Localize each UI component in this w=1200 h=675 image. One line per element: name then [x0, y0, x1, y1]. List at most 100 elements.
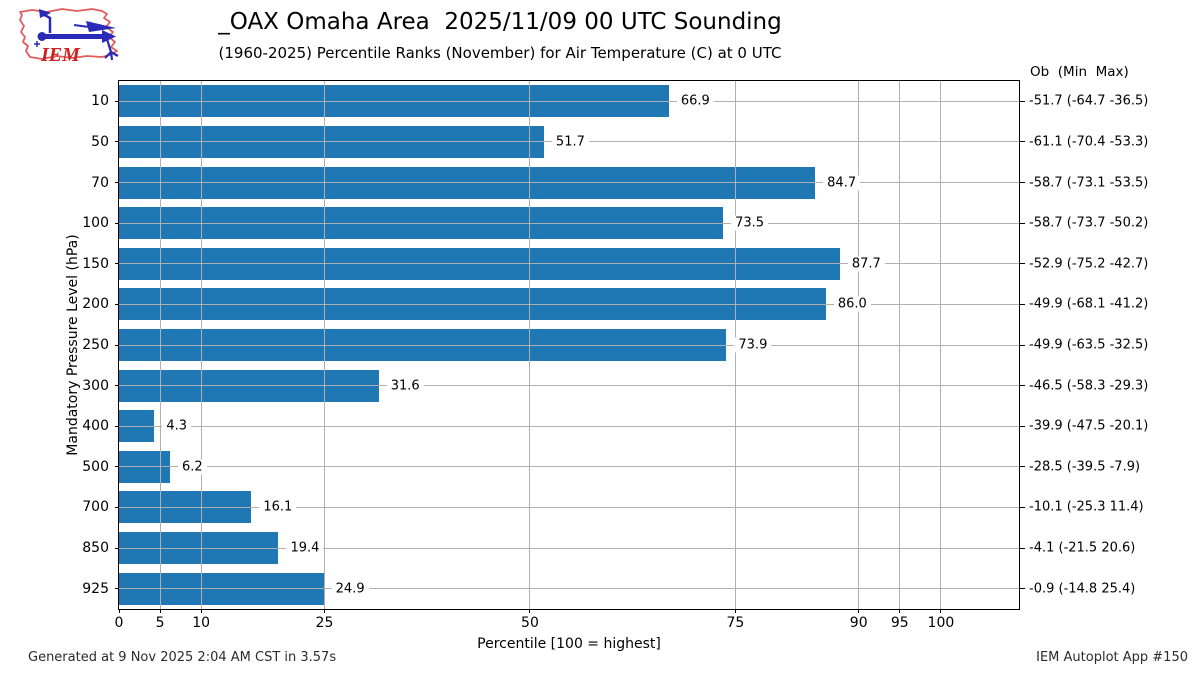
gridline-horizontal	[119, 344, 1019, 346]
bar-value-label: 6.2	[177, 459, 207, 475]
gridline-horizontal	[119, 303, 1019, 305]
y-tick-mark	[115, 385, 119, 387]
y-tick-mark	[115, 425, 119, 427]
ob-min-max-label: -49.9 (-63.5 -32.5)	[1029, 337, 1149, 353]
y-tick-label: 850	[82, 540, 109, 557]
y-tick-label: 10	[91, 93, 109, 110]
y-tick-mark	[115, 100, 119, 102]
footer-generated-text: Generated at 9 Nov 2025 2:04 AM CST in 3…	[28, 650, 337, 665]
x-tick-label: 5	[155, 615, 165, 631]
bar-value-label: 73.5	[731, 215, 769, 231]
y-tick-label: 150	[82, 255, 109, 272]
x-tick-label: 75	[726, 615, 745, 631]
gridline-horizontal	[119, 425, 1019, 427]
x-tick-mark	[323, 609, 325, 613]
gridline-horizontal	[119, 263, 1019, 265]
y-tick-label: 200	[82, 296, 109, 313]
x-tick-label: 25	[315, 615, 334, 631]
gridline-horizontal	[119, 100, 1019, 102]
gridline-horizontal	[119, 506, 1019, 508]
x-tick-mark	[159, 609, 161, 613]
y-tick-label: 500	[82, 458, 109, 475]
right-tick-mark	[1019, 263, 1025, 265]
y-tick-label: 50	[91, 133, 109, 150]
ob-min-max-label: -0.9 (-14.8 25.4)	[1029, 581, 1136, 597]
x-tick-mark	[529, 609, 531, 613]
ob-min-max-label: -10.1 (-25.3 11.4)	[1029, 499, 1144, 515]
bar-value-label: 19.4	[286, 540, 324, 556]
x-tick-label: 10	[192, 615, 211, 631]
y-tick-mark	[115, 344, 119, 346]
x-tick-label: 95	[890, 615, 909, 631]
bar-value-label: 51.7	[551, 134, 589, 150]
x-tick-mark	[899, 609, 901, 613]
y-tick-mark	[115, 222, 119, 224]
x-tick-mark	[940, 609, 942, 613]
ob-min-max-label: -52.9 (-75.2 -42.7)	[1029, 256, 1149, 272]
bar-value-label: 24.9	[331, 581, 369, 597]
footer-app-text: IEM Autoplot App #150	[1036, 650, 1188, 665]
bar-value-label: 84.7	[823, 175, 861, 191]
bar-value-label: 87.7	[847, 256, 885, 272]
ob-min-max-label: -49.9 (-68.1 -41.2)	[1029, 296, 1149, 312]
right-tick-mark	[1019, 385, 1025, 387]
right-tick-mark	[1019, 547, 1025, 549]
y-tick-mark	[115, 588, 119, 590]
right-tick-mark	[1019, 506, 1025, 508]
x-tick-label: 100	[927, 615, 955, 631]
x-tick-mark	[200, 609, 202, 613]
y-tick-label: 300	[82, 377, 109, 394]
page-subtitle: (1960-2025) Percentile Ranks (November) …	[218, 44, 782, 62]
ob-min-max-label: -46.5 (-58.3 -29.3)	[1029, 378, 1149, 394]
gridline-horizontal	[119, 222, 1019, 224]
bar-value-label: 86.0	[833, 296, 871, 312]
plot-area: Mandatory Pressure Level (hPa) Percentil…	[65, 80, 1148, 652]
weather-vane-icon	[34, 9, 119, 61]
ob-min-max-label: -58.7 (-73.7 -50.2)	[1029, 215, 1149, 231]
bar-value-label: 73.9	[734, 337, 772, 353]
gridline-horizontal	[119, 182, 1019, 184]
ob-min-max-label: -4.1 (-21.5 20.6)	[1029, 540, 1136, 556]
right-tick-mark	[1019, 222, 1025, 224]
gridline-horizontal	[119, 385, 1019, 387]
iem-logo-text: IEM	[40, 44, 81, 66]
x-tick-mark	[734, 609, 736, 613]
right-tick-mark	[1019, 588, 1025, 590]
y-tick-mark	[115, 141, 119, 143]
x-tick-label: 50	[521, 615, 539, 631]
y-tick-label: 400	[82, 418, 109, 435]
y-tick-mark	[115, 303, 119, 305]
x-tick-mark	[118, 609, 120, 613]
ob-min-max-label: -51.7 (-64.7 -36.5)	[1029, 93, 1149, 109]
ob-min-max-label: -58.7 (-73.1 -53.5)	[1029, 175, 1149, 191]
right-tick-mark	[1019, 182, 1025, 184]
y-tick-label: 700	[82, 499, 109, 516]
y-tick-mark	[115, 547, 119, 549]
y-tick-mark	[115, 466, 119, 468]
y-tick-mark	[115, 182, 119, 184]
gridline-horizontal	[119, 588, 1019, 590]
y-tick-label: 100	[82, 215, 109, 232]
gridline-horizontal	[119, 466, 1019, 468]
right-tick-mark	[1019, 466, 1025, 468]
bar-value-label: 4.3	[162, 418, 192, 434]
right-tick-mark	[1019, 303, 1025, 305]
ob-min-max-label: -28.5 (-39.5 -7.9)	[1029, 459, 1141, 475]
right-tick-mark	[1019, 141, 1025, 143]
y-tick-mark	[115, 263, 119, 265]
y-tick-mark	[115, 506, 119, 508]
right-tick-mark	[1019, 425, 1025, 427]
page-title: _OAX Omaha Area 2025/11/09 00 UTC Soundi…	[218, 9, 782, 35]
gridline-horizontal	[119, 547, 1019, 549]
y-tick-label: 250	[82, 337, 109, 353]
bar-value-label: 66.9	[676, 93, 714, 109]
x-tick-label: 0	[114, 615, 124, 631]
right-tick-mark	[1019, 344, 1025, 346]
y-tick-label: 925	[82, 580, 109, 597]
right-tick-mark	[1019, 100, 1025, 102]
ob-min-max-label: -61.1 (-70.4 -53.3)	[1029, 134, 1149, 150]
y-tick-label: 70	[91, 174, 109, 191]
x-tick-mark	[858, 609, 860, 613]
ob-min-max-label: -39.9 (-47.5 -20.1)	[1029, 418, 1149, 434]
